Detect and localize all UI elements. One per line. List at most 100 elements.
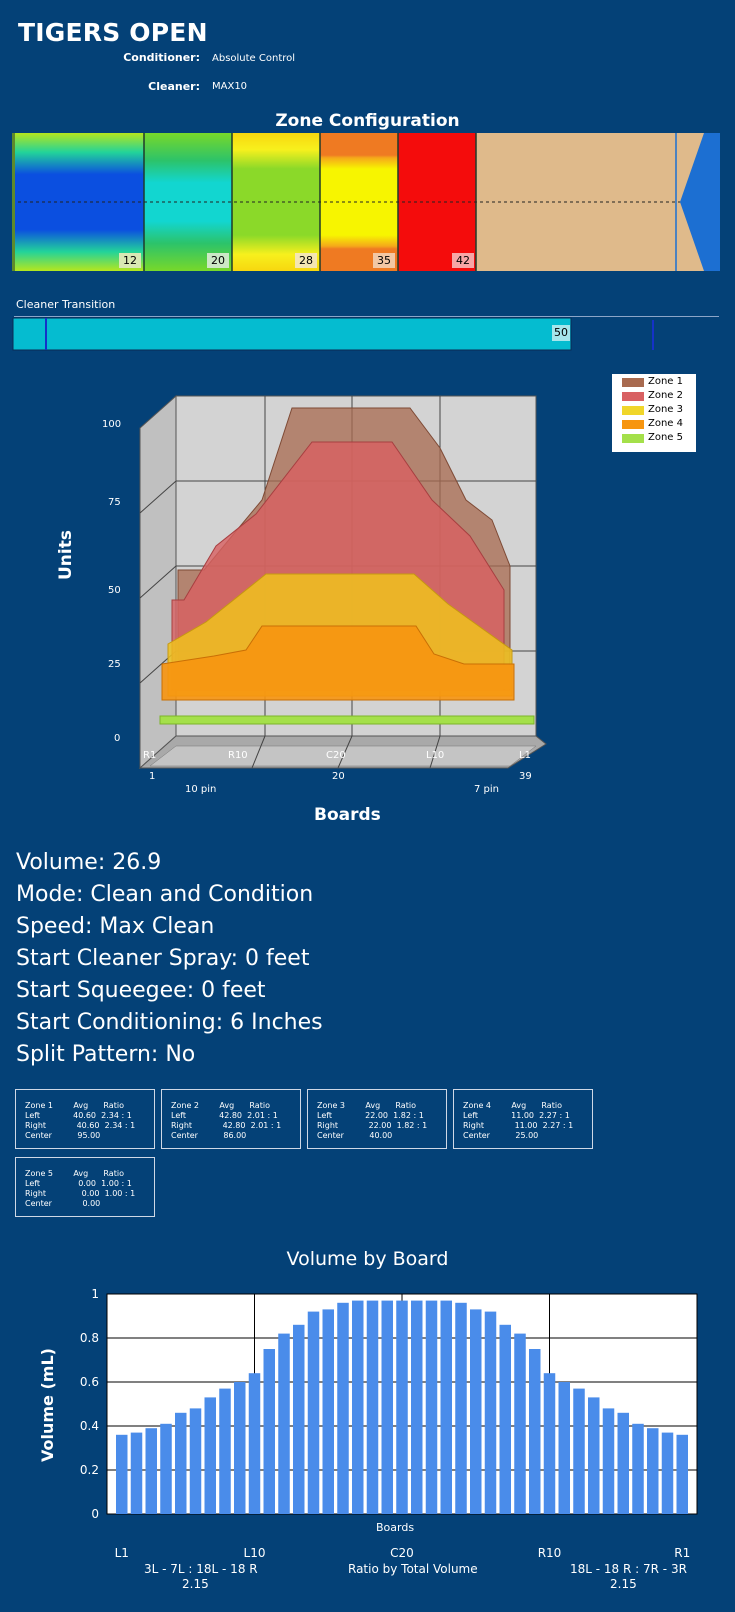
y-tick-label: 0.8 [80,1331,99,1345]
bar-board-10 [248,1373,261,1514]
chart3d-xtick-l10: L10 [426,750,445,761]
info-speed: Speed: Max Clean [16,914,215,939]
left-ratio-label: 3L - 7L : 18L - 18 R [144,1562,258,1576]
zone-stats-left: Left 0.00 1.00 : 1 [25,1179,132,1188]
zone-stats-header: Zone 5 Avg Ratio [25,1169,124,1178]
cleaner-transition-bar [12,317,654,351]
zone-stats-right: Right 11.00 2.27 : 1 [463,1121,574,1130]
zone-stats-left: Left 42.80 2.01 : 1 [171,1111,278,1120]
zone-stats-right: Right 40.60 2.34 : 1 [25,1121,136,1130]
chart3d-xtick-c20: C20 [326,750,346,761]
zone-3d-chart [138,394,547,770]
bar-board-8 [219,1388,231,1514]
bar-board-1 [115,1434,128,1514]
info-start-cleaner-spray: Start Cleaner Spray: 0 feet [16,946,310,971]
bar-board-29 [528,1349,541,1514]
bar-board-9 [233,1382,246,1514]
x-tick-label: R10 [538,1546,562,1560]
bar-board-34 [602,1408,615,1514]
conditioner-label: Conditioner: [123,51,200,64]
zone-stats-left: Left 22.00 1.82 : 1 [317,1111,424,1120]
info-mode: Mode: Clean and Condition [16,882,314,907]
chart3d-ylabel: Units [56,530,76,580]
bar-board-18 [366,1300,379,1514]
right-ratio-value: 2.15 [610,1577,637,1591]
bar-board-24 [455,1302,467,1514]
bar-board-27 [499,1324,512,1514]
page-title: TIGERS OPEN [18,18,208,47]
bar-board-35 [617,1412,630,1514]
legend-label-zone5: Zone 5 [648,432,683,443]
legend-label-zone1: Zone 1 [648,376,683,387]
bar-board-15 [322,1309,335,1514]
bar-board-28 [514,1333,526,1514]
cleaner-transition-divider [14,316,719,317]
bar-board-31 [558,1382,571,1514]
bar-board-23 [440,1300,453,1514]
zone-stats-center: Center 86.00 [171,1131,247,1140]
info-start-squeegee: Start Squeegee: 0 feet [16,978,266,1003]
bar-board-14 [307,1311,320,1514]
zone-stats-left: Left 40.60 2.34 : 1 [25,1111,132,1120]
zone-stats-box: Zone 2 Avg Ratio Left 42.80 2.01 : 1 Rig… [161,1089,301,1149]
legend-swatch-zone4 [622,420,644,429]
legend-swatch-zone2 [622,392,644,401]
volume-chart-xlabel: Boards [376,1521,415,1534]
cleaner-transition-value: 50 [552,325,570,341]
zone-marker-4: 35 [373,253,395,268]
zone-stats-left: Left 11.00 2.27 : 1 [463,1111,570,1120]
bar-board-37 [646,1428,659,1514]
y-tick-label: 0 [91,1507,99,1521]
cleaner-label: Cleaner: [148,80,200,93]
chart3d-ytick-25: 25 [108,659,121,670]
cleaner-value: MAX10 [212,81,248,92]
zone-stats-right: Right 22.00 1.82 : 1 [317,1121,428,1130]
info-split-pattern: Split Pattern: No [16,1042,196,1067]
legend-label-zone2: Zone 2 [648,390,683,401]
bar-board-39 [676,1434,689,1514]
ratio-center-label: Ratio by Total Volume [348,1562,478,1576]
chart3d-pin-7: 7 pin [474,784,500,795]
bar-board-3 [145,1428,158,1514]
cleaner-transition-label: Cleaner Transition [16,298,116,311]
bar-board-17 [351,1300,364,1514]
chart3d-ytick-50: 50 [108,585,121,596]
y-tick-label: 0.4 [80,1419,99,1433]
bar-board-12 [278,1333,290,1514]
zone-stats-center: Center 0.00 [25,1199,101,1208]
y-tick-label: 0.6 [80,1375,99,1389]
zone-stats-center: Center 95.00 [25,1131,101,1140]
chart3d-xtick-20: 20 [332,771,345,782]
chart3d-xtick-l1: L1 [519,750,531,761]
x-tick-label: L10 [244,1546,266,1560]
chart3d-xtick-39: 39 [519,771,532,782]
chart3d-ytick-0: 0 [114,733,121,744]
bar-board-19 [381,1300,394,1514]
legend-label-zone4: Zone 4 [648,418,683,429]
zone-stats-right: Right 0.00 1.00 : 1 [25,1189,136,1198]
zone-stats-box: Zone 5 Avg Ratio Left 0.00 1.00 : 1 Righ… [15,1157,155,1217]
conditioner-value: Absolute Control [212,53,296,64]
volume-by-board-chart: 1 0.8 0.6 0.4 0.2 0 L1 L10 C20 R10 R1 [80,1287,698,1560]
zone-marker-1: 12 [119,253,141,268]
bar-board-20 [396,1300,408,1514]
chart3d-xtick-1: 1 [149,771,156,782]
chart3d-ytick-75: 75 [108,497,121,508]
chart3d-xtick-r1: R1 [143,750,157,761]
bar-board-38 [661,1432,674,1514]
bar-board-16 [337,1302,349,1514]
volume-chart-ylabel: Volume (mL) [38,1348,57,1462]
bar-board-36 [632,1423,644,1514]
zone-stats-header: Zone 3 Avg Ratio [317,1101,416,1110]
x-tick-label: C20 [390,1546,414,1560]
legend-label-zone3: Zone 3 [648,404,683,415]
bar-board-25 [469,1309,482,1514]
legend-swatch-zone5 [622,434,644,443]
left-ratio-value: 2.15 [182,1577,209,1591]
x-tick-label: L1 [115,1546,129,1560]
bar-board-30 [543,1373,556,1514]
zone-stats-header: Zone 1 Avg Ratio [25,1101,124,1110]
bar-board-4 [160,1423,172,1514]
bar-board-22 [425,1300,438,1514]
chart3d-legend: Zone 1 Zone 2 Zone 3 Zone 4 Zone 5 [612,374,696,452]
